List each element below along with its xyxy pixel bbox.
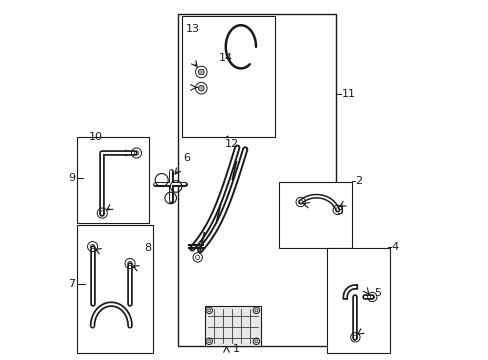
Text: 7: 7	[68, 279, 75, 289]
Bar	[181, 16, 275, 137]
Bar	[204, 306, 260, 346]
Text: 2: 2	[355, 176, 362, 186]
Text: 10: 10	[89, 132, 103, 142]
Text: 1: 1	[232, 344, 240, 354]
Text: 9: 9	[68, 173, 75, 183]
Circle shape	[198, 69, 204, 75]
Text: 14: 14	[219, 53, 233, 63]
Text: 5: 5	[373, 288, 380, 298]
Text: 13: 13	[185, 24, 200, 34]
Text: 8: 8	[144, 243, 151, 253]
Bar	[77, 137, 149, 223]
Text: 4: 4	[390, 242, 398, 252]
Circle shape	[198, 85, 204, 91]
Text: 6: 6	[183, 153, 190, 163]
Bar	[77, 225, 152, 353]
Text: 11: 11	[341, 89, 355, 99]
Text: 3: 3	[336, 206, 343, 216]
Text: 12: 12	[224, 139, 238, 149]
Bar	[326, 248, 389, 353]
Bar	[178, 14, 336, 346]
Bar	[278, 182, 352, 248]
